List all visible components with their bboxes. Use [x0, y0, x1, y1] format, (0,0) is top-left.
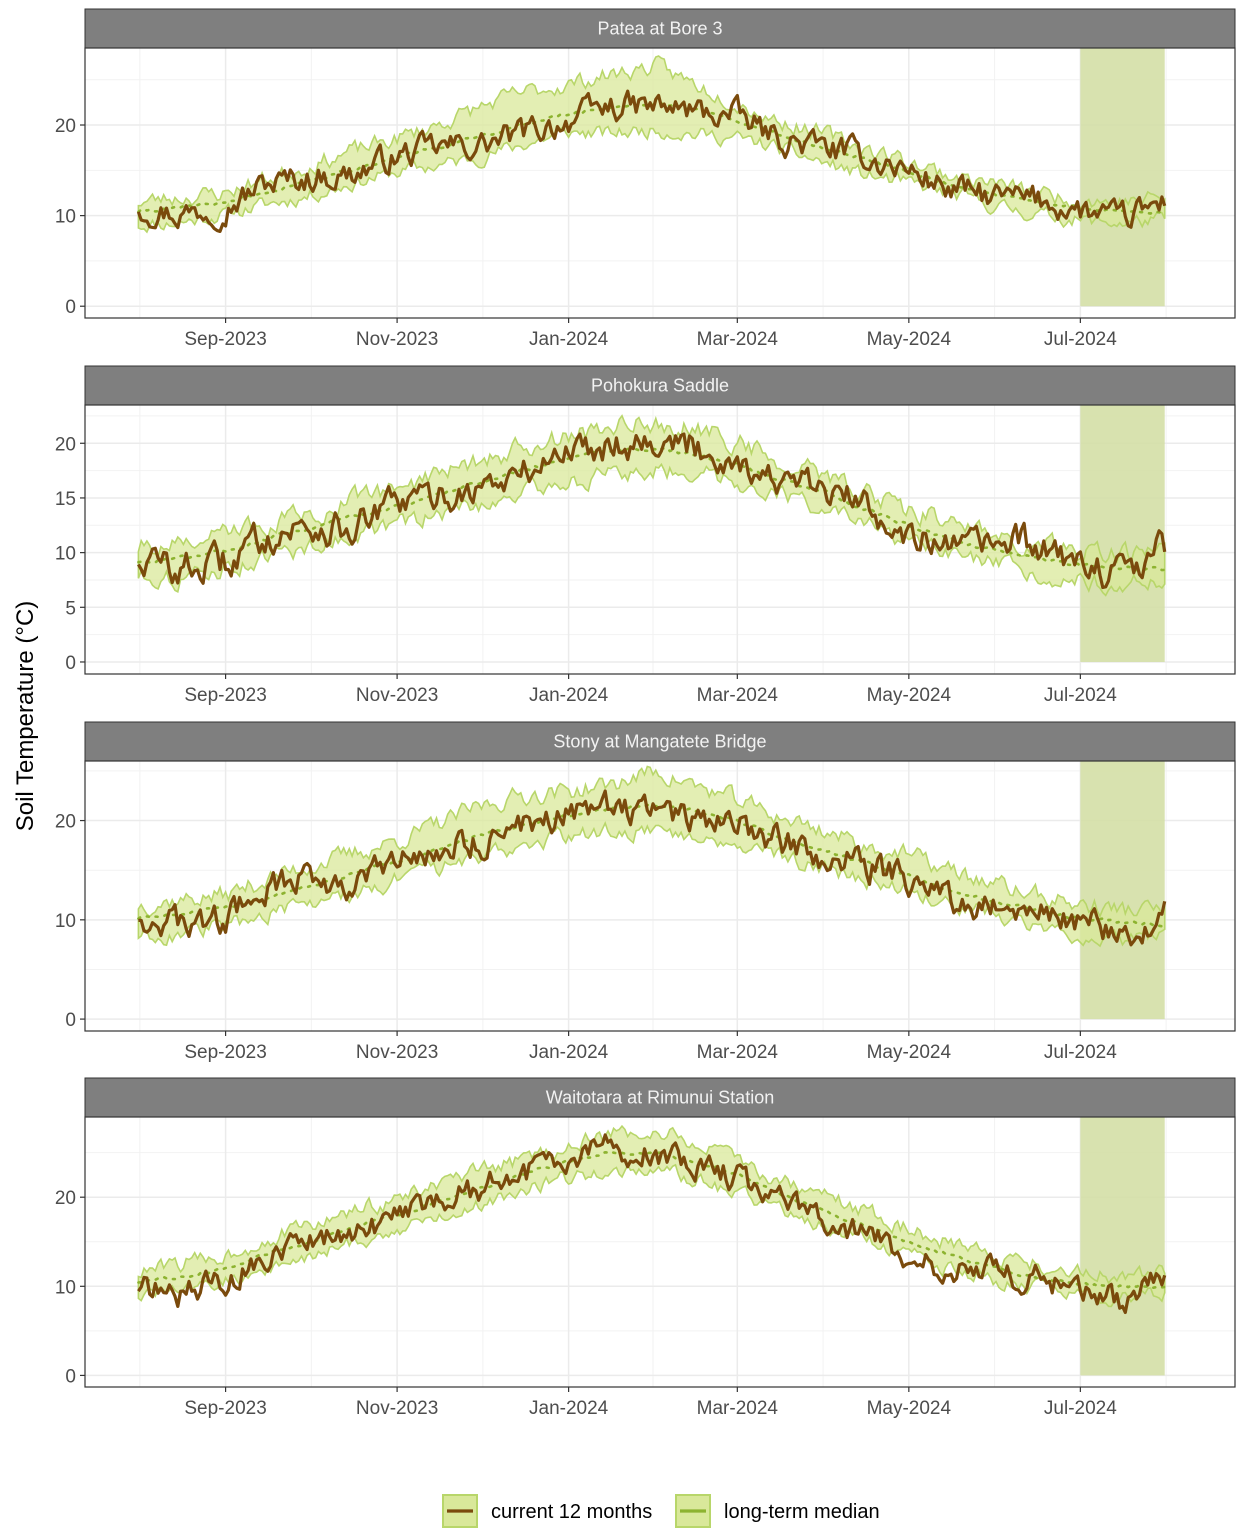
x-tick-label: Nov-2023: [356, 1042, 438, 1063]
x-tick-label: Sep-2023: [184, 685, 266, 706]
x-tick-label: May-2024: [867, 329, 952, 350]
x-tick-label: Nov-2023: [356, 329, 438, 350]
series-long-term-median: [137, 446, 1166, 572]
panel-border: [84, 760, 1236, 1032]
panel-title: Pohokura Saddle: [591, 376, 729, 396]
y-tick-label: 0: [65, 1366, 76, 1387]
panel-border: [84, 1116, 1236, 1388]
facet-panels: Patea at Bore 3 0 10 20 Sep-2023 Nov-2023 Jan-…: [55, 8, 1236, 1419]
x-tick-label: Mar-2024: [697, 1042, 779, 1063]
legend: current 12 months long-term median: [442, 1494, 880, 1528]
x-tick-label: Nov-2023: [356, 685, 438, 706]
y-tick-label: 5: [65, 598, 76, 619]
y-tick-label: 10: [55, 911, 76, 932]
y-tick-label: 10: [55, 207, 76, 228]
minor-gridlines: [85, 48, 1235, 318]
series-current-12-months: [137, 432, 1167, 590]
highlight-latest-month: [1080, 405, 1165, 662]
x-tick-label: Jul-2024: [1044, 685, 1117, 706]
series-current-12-months: [138, 789, 1167, 947]
x-tick-label: Mar-2024: [697, 685, 779, 706]
panel-3: Stony at Mangatete Bridge 0 10 20 Sep-2023 No…: [55, 721, 1236, 1063]
highlight-latest-month: [1080, 1117, 1165, 1376]
panel-title: Patea at Bore 3: [597, 19, 722, 39]
legend-item: long-term median: [675, 1494, 880, 1528]
x-tick-label: May-2024: [867, 1042, 952, 1063]
y-tick-label: 15: [55, 489, 76, 510]
y-tick-label: 20: [55, 434, 76, 455]
x-tick-label: Mar-2024: [697, 329, 779, 350]
y-tick-label: 20: [55, 1188, 76, 1209]
x-tick-label: Jan-2024: [529, 329, 609, 350]
y-tick-label: 10: [55, 1277, 76, 1298]
y-tick-label: 20: [55, 812, 76, 833]
panel-border: [84, 47, 1236, 319]
x-tick-label: Nov-2023: [356, 1398, 438, 1419]
x-tick-label: Jan-2024: [529, 1398, 609, 1419]
x-tick-label: Sep-2023: [184, 1398, 266, 1419]
minor-gridlines: [85, 761, 1235, 1031]
x-tick-label: Jul-2024: [1044, 1398, 1117, 1419]
x-tick-label: May-2024: [867, 685, 952, 706]
x-tick-label: Jul-2024: [1044, 329, 1117, 350]
panel-border: [84, 404, 1236, 675]
x-tick-label: Jul-2024: [1044, 1042, 1117, 1063]
series-current-12-months: [136, 89, 1167, 233]
x-tick-label: Jan-2024: [529, 1042, 609, 1063]
panel-strip: [84, 721, 1236, 762]
highlight-latest-month: [1080, 48, 1165, 307]
panel-1: Patea at Bore 3 0 10 20 Sep-2023 Nov-2023 Jan-…: [55, 8, 1236, 350]
legend-label: current 12 months: [491, 1501, 652, 1523]
y-tick-label: 20: [55, 116, 76, 137]
panel-4: Waitotara at Rimunui Station 0 10 20 Sep-202…: [55, 1077, 1236, 1419]
panel-strip: [84, 1077, 1236, 1118]
legend-label: long-term median: [724, 1501, 880, 1523]
legend-item: current 12 months: [442, 1494, 652, 1528]
x-tick-label: Sep-2023: [184, 329, 266, 350]
major-gridlines: [85, 1117, 1235, 1387]
y-tick-label: 0: [65, 653, 76, 674]
panel-strip: [84, 8, 1236, 49]
x-tick-label: May-2024: [867, 1398, 952, 1419]
y-axis-title: Soil Temperature (°C): [12, 601, 39, 832]
panel-title: Waitotara at Rimunui Station: [546, 1088, 774, 1108]
x-tick-label: Jan-2024: [529, 685, 609, 706]
minor-gridlines: [85, 405, 1235, 674]
series-current-12-months: [137, 1133, 1167, 1314]
panel-2: Pohokura Saddle 0 5 10 15 20 Sep-2023 Nov-2023 J…: [55, 365, 1236, 706]
x-tick-label: Mar-2024: [697, 1398, 779, 1419]
highlight-latest-month: [1080, 761, 1165, 1020]
panel-title: Stony at Mangatete Bridge: [553, 732, 766, 752]
x-tick-label: Sep-2023: [184, 1042, 266, 1063]
y-tick-label: 0: [65, 297, 76, 318]
y-tick-label: 10: [55, 544, 76, 565]
y-tick-label: 0: [65, 1010, 76, 1031]
